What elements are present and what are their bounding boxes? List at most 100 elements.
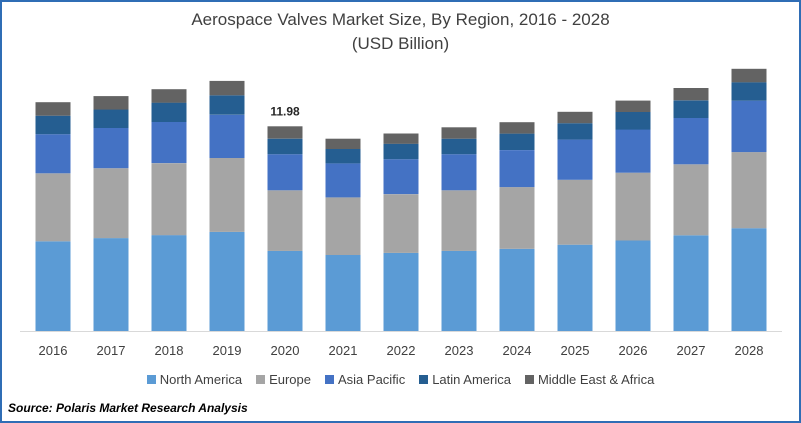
bar-segment-north-america-2022 [383,252,419,331]
x-tick-label: 2017 [97,343,126,358]
bar-segment-middle-east-africa-2019 [209,80,245,96]
bar-segment-europe-2026 [615,172,651,241]
bar-segment-europe-2017 [93,168,129,239]
bar-segment-middle-east-africa-2027 [673,88,709,101]
x-axis-ticks: 2016 2017 2018 2019 2020 2021 2022 2023 2024 2025… [39,343,764,358]
legend-label: North America [159,372,243,387]
bar-segment-middle-east-africa-2016 [35,102,71,116]
legend-swatch [256,375,266,384]
bar-segment-latin-america-2026 [615,112,651,130]
bar-segment-north-america-2018 [151,235,187,331]
bar-segment-asia-pacific-2025 [557,139,593,180]
bar-segment-europe-2021 [325,197,361,255]
bar-segment-north-america-2023 [441,250,477,331]
bar-segment-europe-2023 [441,190,477,251]
bar-segment-asia-pacific-2016 [35,134,71,174]
x-tick-label: 2026 [619,343,648,358]
bar-segment-asia-pacific-2017 [93,128,129,169]
legend-swatch [419,375,429,384]
chart-subtitle: (USD Billion) [351,34,450,53]
x-tick-label: 2022 [387,343,416,358]
bar-segment-north-america-2021 [325,254,361,331]
x-tick-label: 2018 [155,343,184,358]
bar-segment-north-america-2020 [267,250,303,331]
bar-segment-latin-america-2027 [673,100,709,118]
bar-segment-europe-2027 [673,164,709,236]
legend-item-asia-pacific: Asia Pacific [325,372,405,387]
legend-item-latin-america: Latin America [419,372,511,387]
bar-segment-asia-pacific-2018 [151,122,187,164]
bar-segment-latin-america-2024 [499,133,535,150]
bar-segment-north-america-2017 [93,238,129,331]
bar-segment-latin-america-2018 [151,102,187,122]
legend-swatch [325,375,334,384]
bar-segment-middle-east-africa-2022 [383,133,419,144]
bar-segment-asia-pacific-2026 [615,129,651,173]
bar-segment-latin-america-2019 [209,95,245,115]
bar-segment-north-america-2026 [615,240,651,331]
data-label-2020: 11.98 [270,104,300,118]
bar-segment-asia-pacific-2023 [441,154,477,191]
bar-segment-latin-america-2028 [731,82,767,101]
bar-segment-north-america-2016 [35,241,71,331]
bar-segment-europe-2016 [35,173,71,242]
bar-segment-latin-america-2022 [383,143,419,160]
bar-segment-latin-america-2020 [267,138,303,155]
bar-segment-middle-east-africa-2017 [93,96,129,110]
legend-swatch [146,375,156,384]
bar-segment-europe-2019 [209,157,245,232]
bar-segment-middle-east-africa-2021 [325,138,361,149]
bar-segment-north-america-2019 [209,231,245,331]
legend-swatch [524,375,534,384]
bar-segment-latin-america-2021 [325,149,361,164]
bar-segment-europe-2018 [151,163,187,236]
chart-title: Aerospace Valves Market Size, By Region,… [191,10,610,29]
bar-segment-north-america-2028 [731,228,767,331]
bar-segment-middle-east-africa-2026 [615,100,651,112]
bar-segment-europe-2028 [731,152,767,229]
bar-segment-asia-pacific-2021 [325,163,361,198]
legend-label: Europe [269,372,311,387]
legend-item-europe: Europe [256,372,311,387]
bar-segment-asia-pacific-2019 [209,114,245,158]
bar-segment-asia-pacific-2027 [673,117,709,165]
legend-label: Latin America [432,372,511,387]
bar-segment-latin-america-2017 [93,109,129,128]
bar-segment-asia-pacific-2024 [499,150,535,188]
bar-segment-europe-2022 [383,194,419,253]
bar-segment-asia-pacific-2028 [731,100,767,153]
bar-segment-europe-2020 [267,190,303,251]
source-note: Source: Polaris Market Research Analysis [8,401,248,415]
bar-segment-middle-east-africa-2028 [731,68,767,83]
legend-label: Middle East & Africa [537,372,655,387]
bar-segment-middle-east-africa-2020 [267,126,303,139]
bar-segment-latin-america-2023 [441,138,477,155]
legend-item-north-america: North America [146,372,243,387]
bar-segment-north-america-2027 [673,235,709,331]
x-tick-label: 2024 [503,343,532,358]
bars-group [35,68,767,331]
bar-segment-latin-america-2025 [557,123,593,140]
x-tick-label: 2020 [271,343,300,358]
bar-segment-north-america-2025 [557,244,593,331]
bar-segment-asia-pacific-2022 [383,159,419,195]
legend: North America Europe Asia Pacific Latin … [0,372,801,387]
bar-segment-europe-2025 [557,179,593,245]
bar-segment-latin-america-2016 [35,115,71,135]
bar-segment-middle-east-africa-2024 [499,122,535,134]
bar-segment-asia-pacific-2020 [267,154,303,191]
x-tick-label: 2016 [39,343,68,358]
x-tick-label: 2021 [329,343,358,358]
bar-segment-middle-east-africa-2018 [151,89,187,103]
x-tick-label: 2027 [677,343,706,358]
bar-segment-middle-east-africa-2023 [441,127,477,139]
bar-segment-europe-2024 [499,187,535,249]
x-tick-label: 2025 [561,343,590,358]
x-tick-label: 2019 [213,343,242,358]
legend-item-middle-east-africa: Middle East & Africa [524,372,655,387]
data-labels: 11.98 [270,104,300,118]
bar-segment-middle-east-africa-2025 [557,111,593,124]
x-tick-label: 2028 [735,343,764,358]
legend-label: Asia Pacific [338,372,406,387]
